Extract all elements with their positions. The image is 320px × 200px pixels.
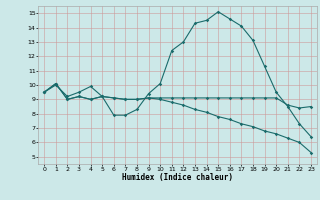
- X-axis label: Humidex (Indice chaleur): Humidex (Indice chaleur): [122, 173, 233, 182]
